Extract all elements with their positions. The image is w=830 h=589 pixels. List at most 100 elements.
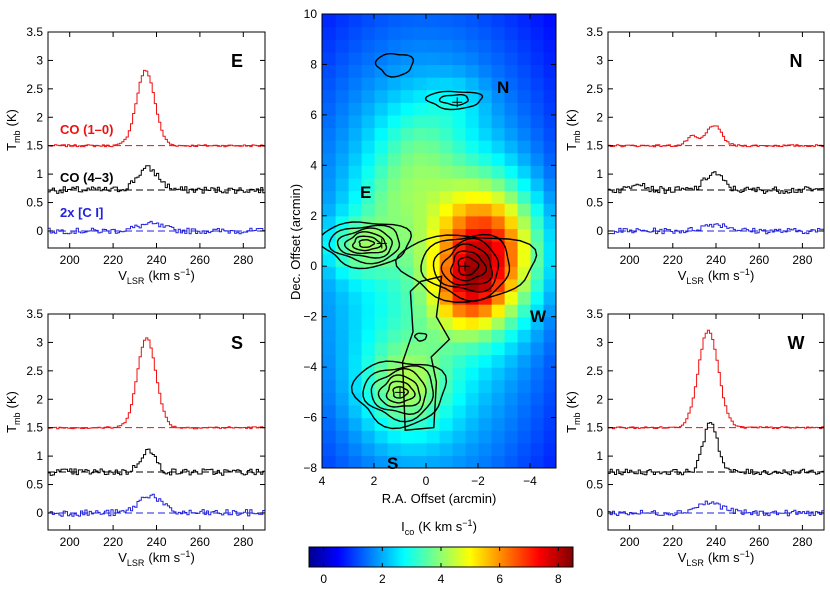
heatmap-cell [387,102,401,116]
x-tick-label: 240 [146,253,166,267]
y-tick-label: 1 [36,167,43,181]
heatmap-cell [543,442,556,456]
heatmap-cell [491,329,505,343]
heatmap-cell [530,89,544,103]
contour-dot-level-0 [413,332,428,342]
heatmap-cell [452,329,466,343]
heatmap-cell [348,379,362,393]
heatmap-cell [517,140,531,154]
heatmap-cell [543,455,556,468]
y-tick-label: 0.5 [26,196,43,210]
heatmap-cell [413,341,427,356]
heatmap-cell [452,165,466,179]
heatmap-cell [452,114,466,129]
heatmap-cell [361,152,375,166]
heatmap-cell [335,304,349,318]
co-intensity-map: 4 2 0 −2 −4 −8 −6 −4 −2 0 2 4 6 8 10 N E W S R.A. Offs… [288,7,557,506]
heatmap-cell [348,64,362,78]
heatmap-cell [348,316,362,330]
heatmap-cell [335,266,349,280]
heatmap-cell [335,354,349,368]
spectrum-e-series-0 [48,69,265,148]
heatmap-cell [478,417,492,431]
heatmap-cell [413,140,427,154]
heatmap-cell [478,316,492,330]
heatmap-cell [491,14,505,28]
heatmap-cell [465,190,479,204]
x-tick-label: 280 [792,253,812,267]
heatmap-cell [335,165,349,179]
legend-ci: 2x [C I] [60,205,103,220]
y-tick-label: 1.5 [26,421,43,435]
heatmap-cell [413,114,427,129]
x-tick-label: 280 [233,535,253,549]
heatmap-cell [517,127,531,141]
contour-e-level-0 [322,221,413,270]
heatmap-cell [426,404,440,419]
heatmap-cell [491,152,505,166]
heatmap-cell [491,51,505,66]
heatmap-cell [452,367,466,381]
heatmap-cell [530,203,544,217]
heatmap-cell [478,102,492,116]
heatmap-cell [387,430,401,444]
heatmap-cell [530,341,544,356]
heatmap-cell [543,329,556,343]
heatmap-cell [400,304,414,318]
heatmap-cell [374,228,388,242]
heatmap-cell [530,379,544,393]
heatmap-cell [491,26,505,40]
heatmap-cell [322,329,336,343]
heatmap-cell [374,39,388,53]
heatmap-cell [465,354,479,368]
heatmap-cell [543,26,556,40]
map-frame [321,13,557,469]
map-y-tick-label: −6 [303,411,317,425]
heatmap-cell [413,430,427,444]
x-tick-label: 220 [663,535,683,549]
heatmap-cell [543,77,556,91]
heatmap-cell [322,430,336,444]
y-tick-label: 2 [36,110,43,124]
heatmap-cell [478,215,492,229]
heatmap-cell [400,51,414,66]
heatmap-cell [452,266,466,280]
heatmap-cell [530,127,544,141]
heatmap-cell [491,39,505,53]
heatmap-cell [517,114,531,129]
heatmap-cell [374,177,388,192]
heatmap-cell [543,304,556,318]
region-label-w: W [530,307,547,326]
x-tick-label: 200 [620,535,640,549]
contour-s-level-0 [350,360,448,430]
map-x-axis-label: R.A. Offset (arcmin) [382,491,497,506]
x-tick-label: 220 [663,253,683,267]
heatmap-cell [413,455,427,468]
panel-title-w: W [788,333,805,353]
panel-title-s: S [231,333,243,353]
heatmap-cell [400,278,414,293]
heatmap-cell [374,442,388,456]
heatmap-cell [504,430,518,444]
heatmap-cell [374,127,388,141]
heatmap-cell [504,291,518,305]
heatmap-cell [491,404,505,419]
heatmap-cell [361,77,375,91]
heatmap-cell [426,127,440,141]
intensity-heatmap-cells [322,14,556,468]
heatmap-cell [387,455,401,468]
heatmap-cell [322,77,336,91]
heatmap-cell [387,39,401,53]
heatmap-cell [348,114,362,129]
heatmap-cell [439,215,453,229]
y-tick-label: 3.5 [26,25,43,39]
heatmap-cell [400,26,414,40]
heatmap-cell [361,165,375,179]
heatmap-cell [478,392,492,406]
heatmap-cell [426,291,440,305]
heatmap-cell [374,140,388,154]
heatmap-cell [387,114,401,129]
x-tick-label: 200 [620,253,640,267]
spectrum-e-series-2 [48,220,265,235]
heatmap-cell [374,278,388,293]
